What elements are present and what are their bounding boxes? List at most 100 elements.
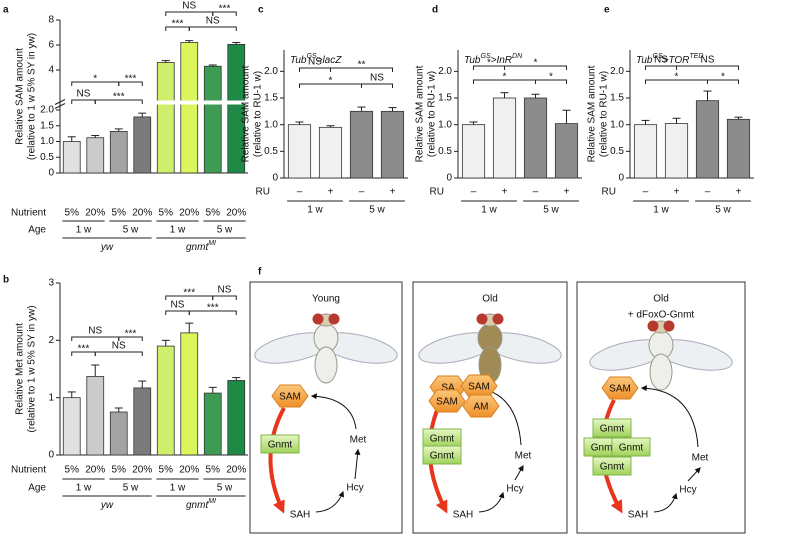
x-tick-label: 5% [206,465,221,476]
y-tick-label: 2.0 [264,66,278,77]
error-bar [138,380,147,388]
y-tick-label: 2.0 [438,66,452,77]
significance-label: * [503,72,507,83]
y-axis-label: Relative SAM amount [415,65,426,162]
y-tick-label: 0.5 [610,146,624,157]
error-bar [208,386,217,394]
subtitle-part: >lacZ [317,55,343,66]
x-tick-label: 5% [112,465,127,476]
bar [227,380,246,456]
bar [633,124,658,179]
significance-bracket [299,67,331,72]
y-tick-label: 2 [48,335,54,346]
axis-break-gap [61,100,249,105]
fly-eye [492,313,504,325]
bar [695,100,720,179]
x-tick-label: 20% [226,208,246,219]
bar [492,97,517,179]
node-label: Met [350,435,367,446]
x-tick-label: – [533,187,539,198]
row-label: Nutrient [11,465,46,476]
node-label: SAM [279,392,301,403]
x-tick-label: 5% [112,208,127,219]
y-tick-label: 0 [446,173,452,184]
error-bar [562,109,571,124]
bar [86,137,105,174]
fly-abdomen [314,346,338,384]
node-label: SAH [290,510,311,521]
significance-label: NS [206,16,220,27]
y-tick-label: 1.0 [610,119,624,130]
significance-bracket [165,310,190,315]
row-label: RU [602,187,616,198]
y-axis-label: (relative to RU-1 w) [599,71,610,157]
y-tick-label: 1.5 [438,93,452,104]
significance-bracket [645,65,677,70]
y-tick-label: 6 [48,40,54,51]
error-bar [734,116,743,120]
y-tick-label: 0 [618,173,624,184]
panel-subtitle: + dFoxO-Gnmt [628,310,695,321]
y-axis-label: (relative to RU-1 w) [427,71,438,157]
error-bar [185,40,194,43]
x-tick-label: – [297,187,303,198]
group-label: yw [100,242,114,253]
significance-label: ** [358,60,366,71]
gnmt-box [422,445,462,465]
error-bar [357,106,366,112]
x-tick-label: – [643,187,649,198]
fly-abdomen [649,353,673,391]
age-label: 1 w [170,225,186,236]
fly-eye [647,320,659,332]
error-bar [326,125,335,128]
group-label: gnmtMI [186,240,216,253]
row-label: RU [256,187,270,198]
arrow [310,393,357,430]
bar [86,376,105,456]
y-tick-label: 0.5 [40,152,54,163]
arrow [687,467,701,482]
row-label: Nutrient [11,208,46,219]
bar [554,123,579,179]
y-tick-label: 0 [48,450,54,461]
node-label: Hcy [506,484,523,495]
x-tick-label: 5% [159,465,174,476]
significance-label: *** [183,288,195,299]
significance-label: NS [654,55,668,66]
node-label: Gnmt [600,462,625,473]
sam-hexagon [462,394,500,418]
age-label: 5 w [217,225,233,236]
significance-label: * [534,58,538,69]
panel-letter: c [258,5,264,16]
sam-hexagon [428,389,466,413]
bar [109,131,128,174]
x-tick-label: 5% [159,208,174,219]
significance-label: NS [701,55,715,66]
fly-illustration [589,320,733,391]
x-tick-label: + [502,187,508,198]
group-label: gnmtMI [186,498,216,511]
subtitle-sup: GS [653,53,663,60]
significance-label: *** [219,4,231,15]
bar [156,62,175,174]
bar [180,42,199,174]
subtitle-part: >TOR [663,55,690,66]
bar [62,397,81,456]
x-tick-label: 20% [132,208,152,219]
arrow [354,448,361,480]
significance-label: *** [125,329,137,340]
significance-label: NS [308,57,322,68]
panel-title: Old [482,294,498,305]
node-label: SA [441,383,455,394]
x-tick-label: + [564,187,570,198]
arrow [478,491,505,513]
error-bar [641,119,650,125]
panel-letter: a [3,5,9,16]
age-label: 1 w [76,225,92,236]
arrow [315,490,345,513]
y-tick-label: 8 [48,15,54,26]
y-axis-label: (relative to 1 w 5% SY in yw) [27,305,38,432]
group-name: yw [100,242,114,253]
age-label: 5 w [123,225,139,236]
